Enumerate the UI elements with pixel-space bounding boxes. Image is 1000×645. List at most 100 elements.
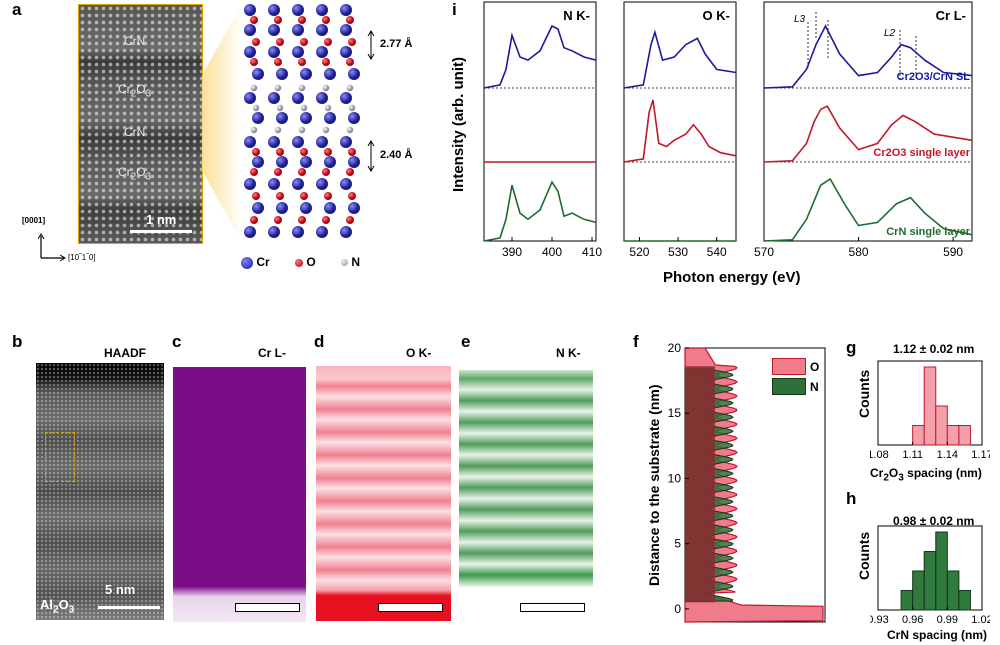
o-atom bbox=[276, 148, 284, 156]
scalebar-d bbox=[378, 603, 443, 612]
edge-title: N K- bbox=[563, 8, 590, 23]
cr-atom bbox=[292, 92, 304, 104]
cr-atom bbox=[300, 112, 312, 124]
cr-atom bbox=[340, 92, 352, 104]
y-tick-label: 0 bbox=[674, 602, 681, 616]
title-c-text: Cr L- bbox=[258, 346, 286, 360]
o-atom bbox=[252, 192, 260, 200]
o-atom bbox=[298, 168, 306, 176]
cr-atom bbox=[324, 202, 336, 214]
edge-title: Cr L- bbox=[936, 8, 966, 23]
cr-atom bbox=[292, 4, 304, 16]
axis-label-right: [10‾1‾0] bbox=[68, 253, 96, 262]
o-atom bbox=[324, 148, 332, 156]
o-atom bbox=[274, 16, 282, 24]
o-atom bbox=[274, 216, 282, 224]
cr-atom bbox=[348, 112, 360, 124]
legend-f-n-swatch bbox=[772, 378, 806, 395]
xlabel-i: Photon energy (eV) bbox=[663, 269, 801, 286]
x-tick-label: 520 bbox=[629, 245, 649, 259]
cr-atom bbox=[244, 92, 256, 104]
cr-atom bbox=[316, 136, 328, 148]
o-atom bbox=[346, 216, 354, 224]
title-c: Cr L- bbox=[258, 346, 286, 360]
x-tick-label: 0.96 bbox=[902, 614, 923, 625]
legend-f: O N bbox=[772, 358, 819, 395]
cr-atom bbox=[316, 4, 328, 16]
peak-label-l3: L3 bbox=[794, 14, 806, 25]
cr-atom bbox=[300, 156, 312, 168]
n-atom bbox=[276, 104, 284, 112]
cr-atom bbox=[268, 46, 280, 58]
eels-map-cr bbox=[173, 367, 306, 622]
spacing-label-top: 2.77 Å bbox=[380, 38, 413, 50]
cr-atom-icon bbox=[241, 256, 253, 269]
hist-bar bbox=[900, 590, 914, 611]
o-atom bbox=[300, 148, 308, 156]
spectrum-line bbox=[483, 180, 597, 242]
selection-box-b bbox=[45, 432, 75, 482]
cr-atom bbox=[252, 68, 264, 80]
spacing-label-bottom: 2.40 Å bbox=[380, 149, 413, 161]
x-tick-label: 400 bbox=[542, 245, 562, 259]
legend-f-n-label: N bbox=[810, 379, 819, 394]
layer-label-crn-1: CrN bbox=[124, 34, 146, 48]
panel-letter-h: h bbox=[846, 489, 857, 508]
spectrum-line bbox=[623, 99, 737, 163]
n-atom bbox=[322, 126, 330, 134]
o-atom bbox=[250, 216, 258, 224]
cr-atom bbox=[276, 68, 288, 80]
o-atom bbox=[298, 58, 306, 66]
series-label: Cr2O3/CrN SL bbox=[897, 71, 971, 83]
cr-atom bbox=[324, 156, 336, 168]
title-d: O K- bbox=[406, 346, 432, 360]
annotation-g: 1.12 ± 0.02 nm bbox=[893, 342, 975, 356]
hist-bar bbox=[958, 590, 971, 611]
cr-atom bbox=[324, 112, 336, 124]
n-atom bbox=[346, 126, 354, 134]
spectrum-line bbox=[483, 24, 597, 89]
scalebar-label-b: 5 nm bbox=[105, 582, 136, 597]
axis-arrows bbox=[37, 232, 68, 262]
spectrum-line bbox=[763, 24, 973, 89]
layer-label-cr2o3-2: Cr2O3 bbox=[118, 165, 152, 183]
cr-atom bbox=[268, 24, 280, 36]
n-atom bbox=[346, 84, 354, 92]
cr-atom bbox=[340, 46, 352, 58]
o-atom bbox=[276, 192, 284, 200]
o-atom bbox=[276, 38, 284, 46]
x-tick-label: 580 bbox=[849, 245, 869, 259]
stem-image-a bbox=[78, 4, 203, 244]
o-atom bbox=[300, 38, 308, 46]
n-atom-icon bbox=[341, 259, 349, 267]
o-atom bbox=[298, 16, 306, 24]
legend-f-n: N bbox=[772, 378, 819, 395]
cr-atom bbox=[252, 202, 264, 214]
panel-letter-f: f bbox=[633, 332, 639, 351]
cr-atom bbox=[316, 24, 328, 36]
edge-title: O K- bbox=[703, 8, 730, 23]
cr-atom bbox=[244, 24, 256, 36]
hist-bar bbox=[923, 551, 937, 611]
crystal-legend: Cr O N bbox=[241, 255, 360, 269]
histogram-g: 1.08 1.11 1.14 1.17 bbox=[870, 360, 990, 460]
spectrum-frame bbox=[623, 1, 737, 242]
cr-atom bbox=[292, 136, 304, 148]
crystal-model bbox=[244, 4, 360, 238]
o-atom bbox=[346, 16, 354, 24]
y-tick-label: 10 bbox=[668, 471, 682, 485]
cr-atom bbox=[316, 226, 328, 238]
cr-atom bbox=[340, 178, 352, 190]
cr-atom bbox=[340, 24, 352, 36]
cr-atom bbox=[348, 156, 360, 168]
o-atom bbox=[274, 168, 282, 176]
cr-atom bbox=[268, 136, 280, 148]
x-tick-label: 590 bbox=[943, 245, 963, 259]
panel-letter-a: a bbox=[12, 0, 22, 19]
x-tick-label: 390 bbox=[502, 245, 522, 259]
eels-map-n bbox=[459, 370, 593, 588]
zoom-glow bbox=[202, 4, 242, 242]
x-tick-label: 1.17 bbox=[971, 449, 990, 460]
scalebar-e bbox=[520, 603, 585, 612]
legend-f-o-swatch bbox=[772, 358, 806, 375]
